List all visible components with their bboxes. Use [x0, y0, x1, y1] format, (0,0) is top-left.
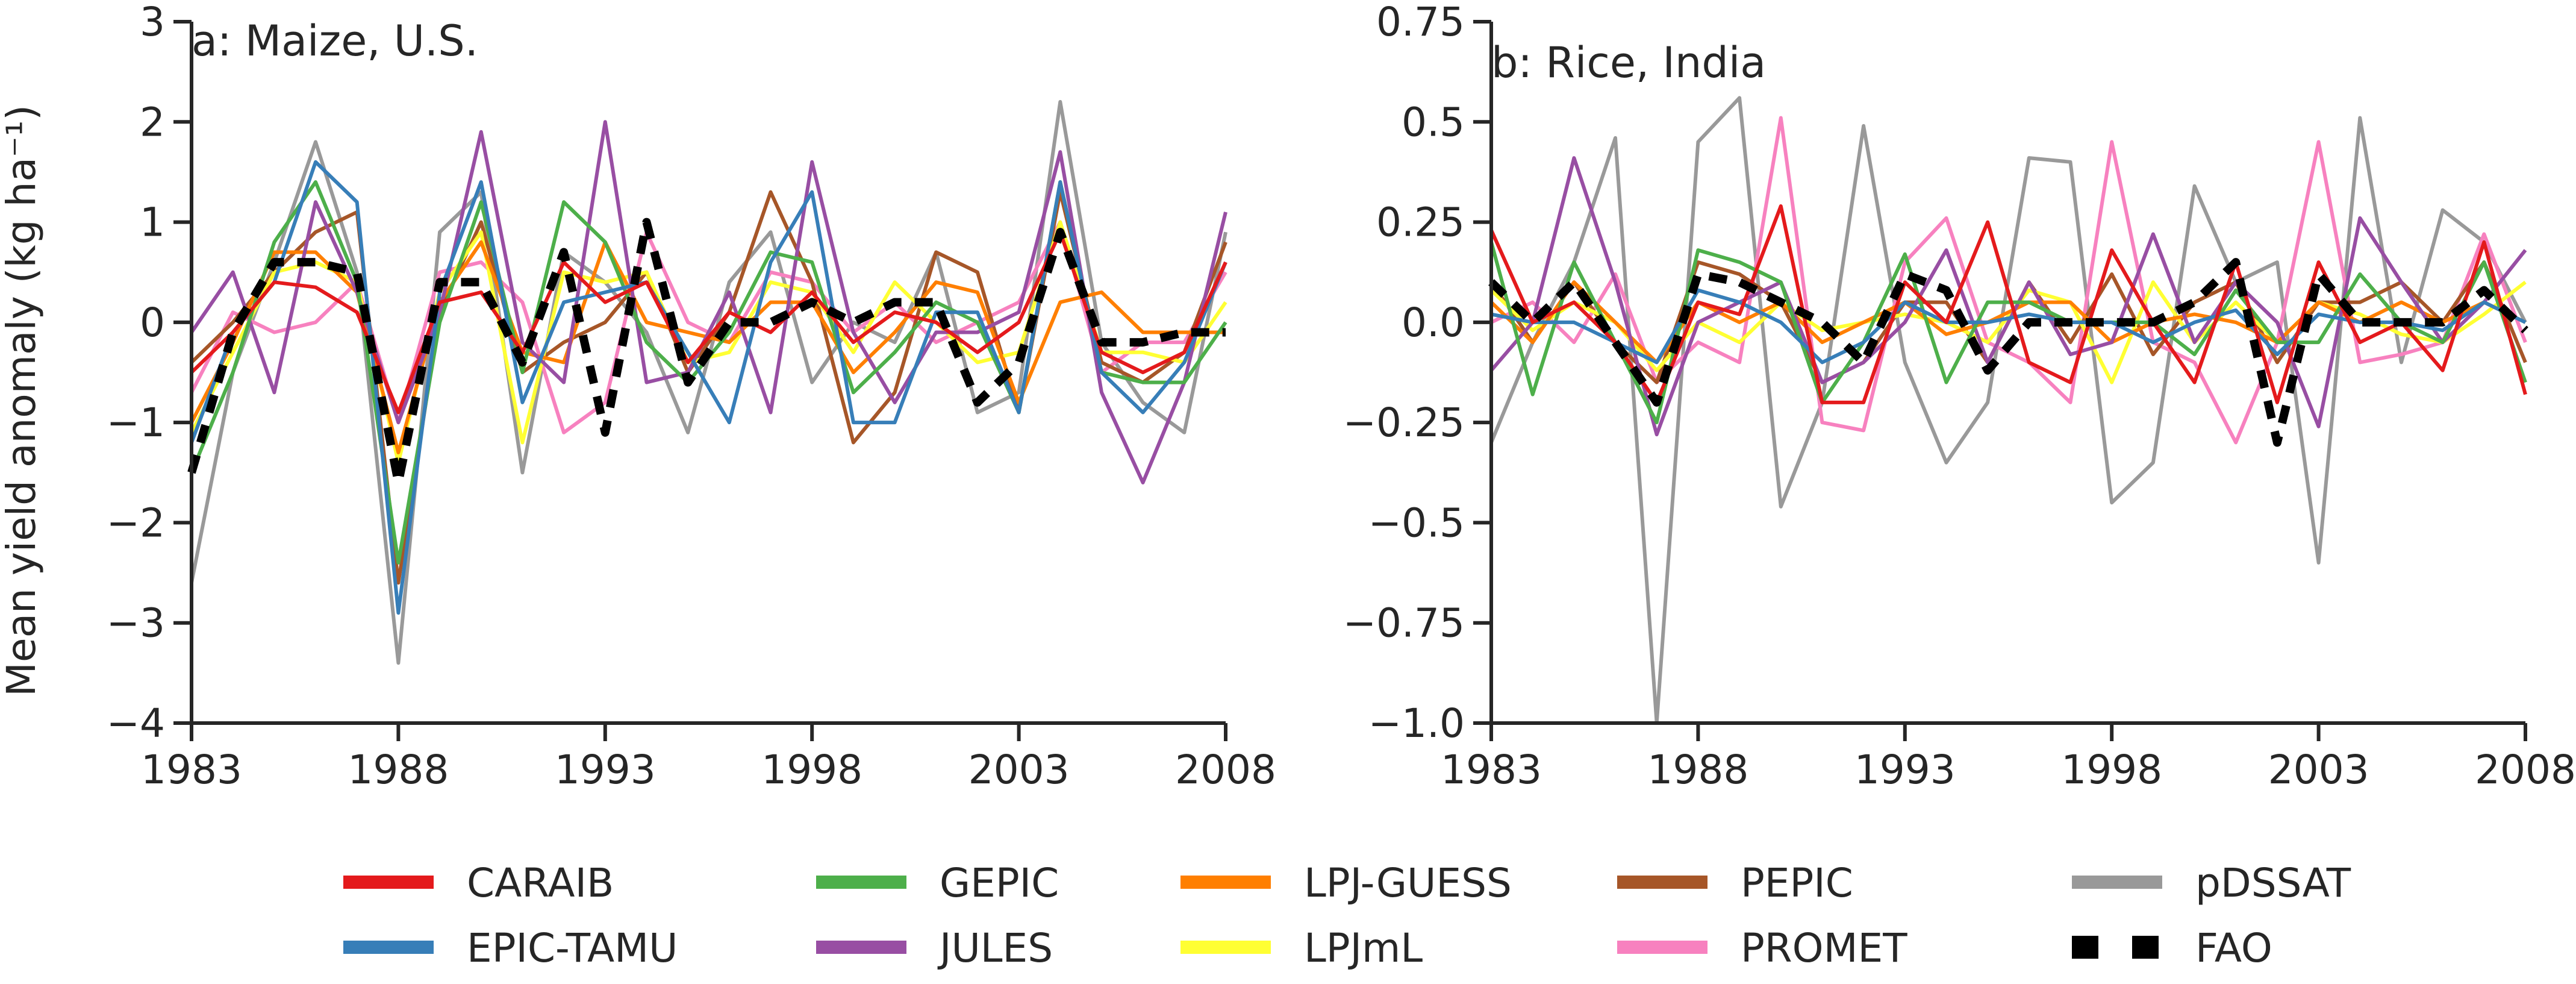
series-line-epic-tamu: [1491, 288, 2527, 365]
y-tick-label: 0.75: [1376, 0, 1465, 45]
x-tick-label: 1998: [2061, 747, 2162, 793]
x-tick-label: 1983: [1441, 747, 1542, 793]
y-tick-label: 2: [140, 99, 165, 145]
legend: CARAIB GEPIC LPJ-GUESS PEPIC pDSSAT EPIC-TAMU…: [343, 860, 2351, 971]
panel-b-axes: −1.0 −0.75 −0.5 −0.25 0.0 0.25 0.5 0.75 1983 1988…: [1343, 0, 2576, 793]
series-line-caraib: [190, 230, 1227, 415]
y-tick-label: −0.25: [1343, 400, 1465, 446]
y-tick-label: −1.0: [1368, 700, 1465, 747]
y-tick-label: −0.5: [1368, 500, 1465, 546]
y-tick-label: −2: [107, 500, 165, 546]
legend-label-lpjml: LPJmL: [1304, 925, 1423, 971]
y-tick-label: 0.25: [1376, 199, 1465, 246]
legend-label-caraib: CARAIB: [467, 860, 614, 906]
y-tick-label: −1: [107, 400, 165, 446]
x-tick-label: 1988: [1647, 747, 1748, 793]
series-line-epic-tamu: [190, 160, 1227, 615]
y-tick-label: 3: [140, 0, 165, 45]
y-tick-label: −3: [107, 600, 165, 647]
y-tick-label: −0.75: [1343, 600, 1465, 647]
series-line-jules: [190, 120, 1227, 484]
series-line-fao: [1488, 258, 2528, 447]
y-tick-label: 0: [140, 299, 165, 346]
legend-label-promet: PROMET: [1741, 925, 1907, 971]
y-tick-label: 0.0: [1402, 299, 1465, 346]
series-line-pdssat: [190, 100, 1227, 665]
panel-b-series: [1488, 96, 2528, 725]
panel-a-axes: −4 −3 −2 −1 0 1 2 3 1983 1988 1993 1998 2003 2008: [107, 0, 1276, 793]
series-line-pdssat: [1489, 96, 2527, 725]
panel-b-title: b: Rice, India: [1491, 38, 1766, 87]
legend-label-pepic: PEPIC: [1741, 860, 1853, 906]
x-tick-label: 1983: [141, 747, 242, 793]
x-tick-label: 2003: [968, 747, 1070, 793]
x-tick-label: 1993: [555, 747, 656, 793]
x-tick-label: 2008: [1175, 747, 1276, 793]
legend-label-lpj-guess: LPJ-GUESS: [1304, 860, 1512, 906]
x-tick-label: 2008: [2475, 747, 2576, 793]
panel-a-maize-us: −4 −3 −2 −1 0 1 2 3 1983 1988 1993 1998 2003 2008 a: …: [107, 0, 1276, 793]
legend-label-fao: FAO: [2195, 925, 2272, 971]
x-tick-label: 2003: [2268, 747, 2369, 793]
series-line-jules: [1489, 156, 2527, 437]
panel-a-series: [187, 100, 1227, 665]
panel-b-rice-india: −1.0 −0.75 −0.5 −0.25 0.0 0.25 0.5 0.75 1983 1988…: [1343, 0, 2576, 793]
legend-label-epic-tamu: EPIC-TAMU: [467, 925, 678, 971]
series-line-caraib: [1489, 204, 2527, 404]
legend-label-jules: JULES: [937, 925, 1053, 971]
y-tick-label: 1: [140, 199, 165, 246]
x-tick-label: 1998: [761, 747, 862, 793]
legend-label-gepic: GEPIC: [940, 860, 1059, 906]
x-tick-label: 1988: [348, 747, 449, 793]
y-axis-title: Mean yield anomaly (kg ha⁻¹): [0, 105, 45, 697]
y-tick-label: −4: [107, 700, 165, 747]
y-tick-label: 0.5: [1402, 99, 1465, 145]
panel-a-title: a: Maize, U.S.: [192, 16, 478, 66]
series-line-gepic: [1489, 242, 2527, 425]
series-line-fao: [187, 218, 1226, 487]
legend-label-pdssat: pDSSAT: [2195, 860, 2351, 906]
x-tick-label: 1993: [1854, 747, 1956, 793]
